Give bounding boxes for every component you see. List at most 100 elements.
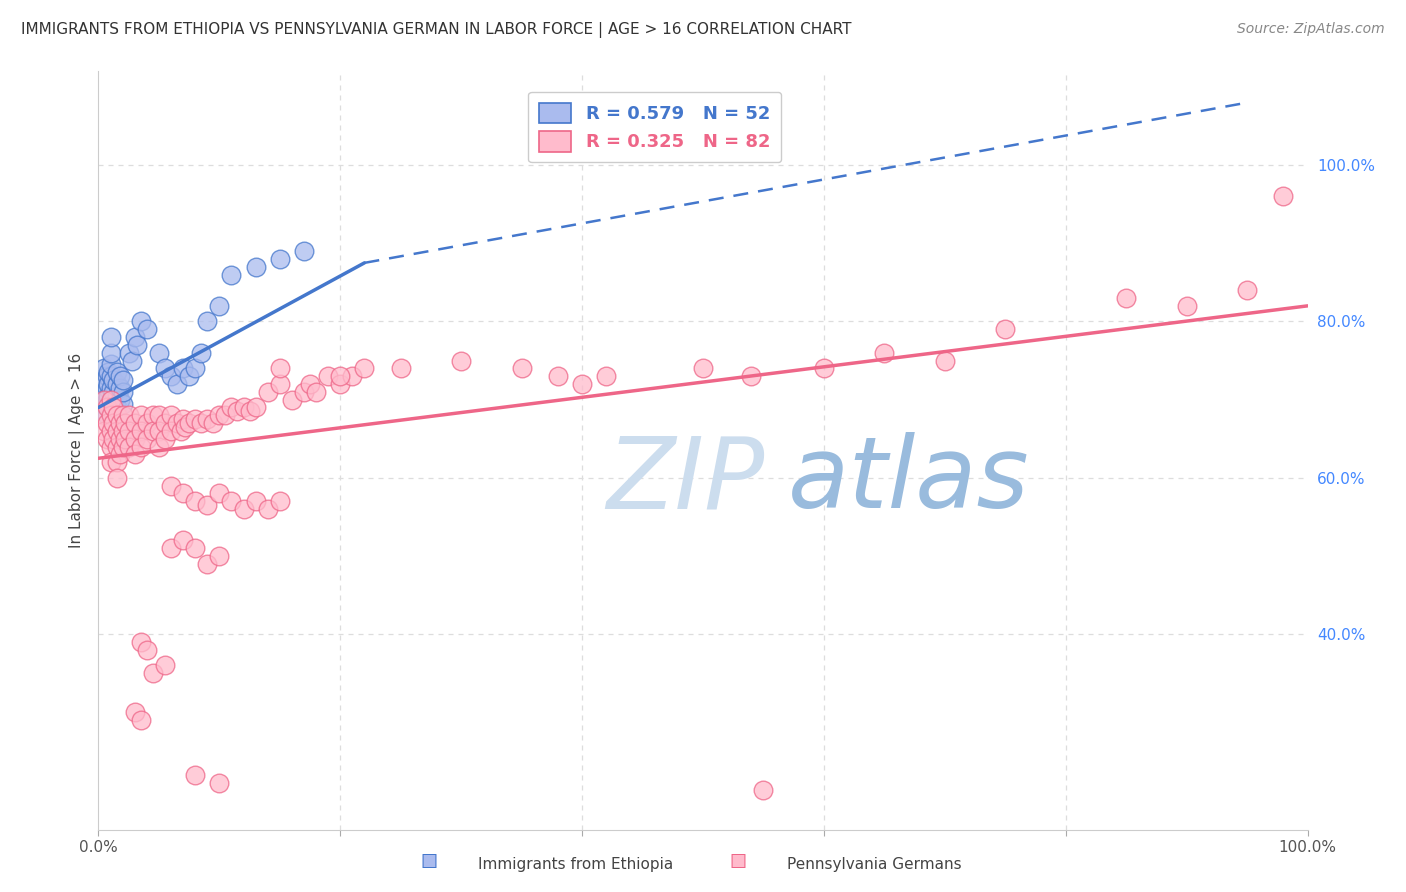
Point [111, 440, 134, 454]
Point [114, 432, 136, 446]
Point [232, 502, 254, 516]
Point [111, 396, 134, 410]
Point [316, 369, 339, 384]
Point [135, 432, 157, 446]
Point [93, 373, 115, 387]
Point [111, 384, 134, 399]
Point [510, 361, 533, 376]
Point [105, 365, 128, 379]
Point [292, 384, 315, 399]
Point [129, 440, 152, 454]
Point [740, 369, 762, 384]
Point [97, 365, 120, 379]
Point [111, 409, 134, 423]
Point [232, 401, 254, 415]
Point [389, 361, 412, 376]
Point [108, 432, 131, 446]
Point [124, 330, 146, 344]
Point [101, 401, 124, 415]
Point [93, 409, 115, 423]
Point [124, 706, 146, 720]
Point [195, 557, 218, 571]
Point [160, 409, 183, 423]
Point [135, 642, 157, 657]
Point [221, 268, 243, 282]
Point [100, 330, 122, 344]
Point [184, 361, 207, 376]
Point [100, 369, 122, 384]
Point [100, 455, 122, 469]
Point [166, 377, 188, 392]
Point [450, 353, 472, 368]
Point [108, 392, 131, 407]
Point [342, 369, 364, 384]
Point [214, 409, 236, 423]
Point [166, 416, 188, 430]
Point [292, 244, 315, 259]
Point [245, 401, 267, 415]
Point [208, 549, 231, 563]
Point [813, 361, 835, 376]
Point [135, 322, 157, 336]
Point [269, 494, 291, 508]
Text: IMMIGRANTS FROM ETHIOPIA VS PENNSYLVANIA GERMAN IN LABOR FORCE | AGE > 16 CORREL: IMMIGRANTS FROM ETHIOPIA VS PENNSYLVANIA… [21, 22, 852, 38]
Point [129, 635, 152, 649]
Text: □: □ [420, 852, 437, 870]
Point [135, 416, 157, 430]
Point [221, 401, 243, 415]
Text: Immigrants from Ethiopia: Immigrants from Ethiopia [478, 857, 673, 872]
Point [118, 345, 141, 359]
Point [105, 377, 128, 392]
Point [142, 409, 165, 423]
Point [108, 381, 131, 395]
Point [190, 345, 212, 359]
Point [174, 420, 197, 434]
Point [105, 455, 128, 469]
Point [148, 424, 170, 438]
Point [129, 409, 152, 423]
Point [97, 377, 120, 392]
Point [97, 389, 120, 403]
Point [142, 424, 165, 438]
Point [172, 533, 194, 548]
Point [96, 416, 118, 430]
Point [153, 658, 176, 673]
Point [129, 713, 152, 727]
Point [105, 424, 128, 438]
Text: Pennsylvania Germans: Pennsylvania Germans [787, 857, 962, 872]
Point [100, 440, 122, 454]
Point [96, 369, 118, 384]
Point [96, 381, 118, 395]
Point [100, 392, 122, 407]
Point [100, 424, 122, 438]
Point [239, 404, 262, 418]
Point [105, 409, 128, 423]
Point [142, 666, 165, 681]
Point [100, 409, 122, 423]
Point [195, 412, 218, 426]
Text: atlas: atlas [787, 433, 1029, 529]
Point [100, 404, 122, 418]
Point [129, 424, 152, 438]
Point [100, 381, 122, 395]
Point [692, 361, 714, 376]
Point [571, 377, 593, 392]
Point [256, 502, 278, 516]
Point [195, 498, 218, 512]
Point [1175, 299, 1198, 313]
Point [124, 447, 146, 461]
Point [269, 377, 291, 392]
Point [96, 401, 118, 415]
Text: □: □ [730, 852, 747, 870]
Point [208, 409, 231, 423]
Point [208, 299, 231, 313]
Text: ZIP: ZIP [606, 433, 765, 529]
Point [160, 541, 183, 556]
Point [105, 440, 128, 454]
Point [93, 424, 115, 438]
Point [121, 353, 143, 368]
Point [329, 369, 352, 384]
Point [1272, 189, 1295, 203]
Point [202, 416, 225, 430]
Point [96, 409, 118, 423]
